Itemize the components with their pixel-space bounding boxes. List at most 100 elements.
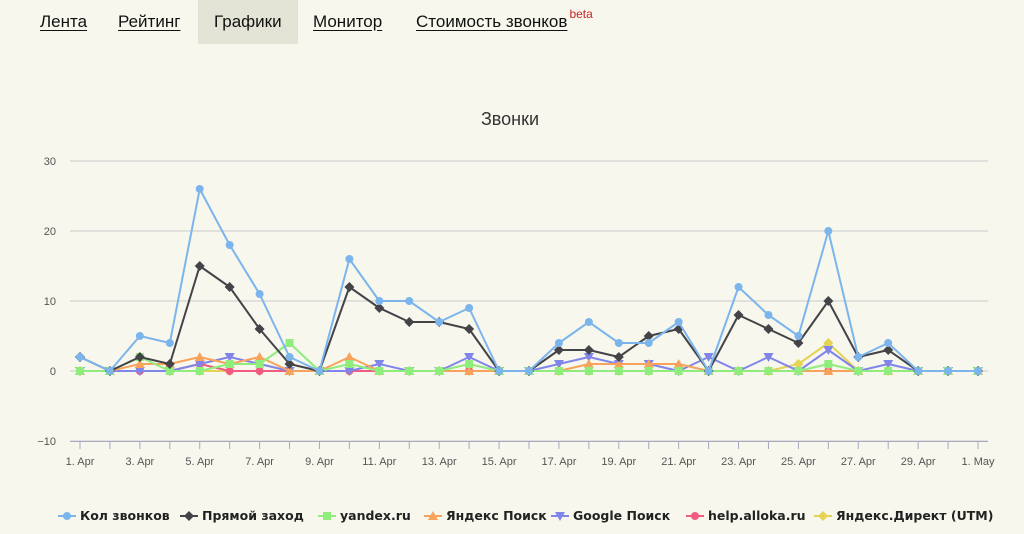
legend-item[interactable]: Яндекс Поиск xyxy=(424,499,547,533)
data-point xyxy=(404,317,415,327)
x-tick-label: 13. Apr xyxy=(422,456,457,468)
data-point xyxy=(344,282,355,292)
data-point xyxy=(613,359,624,368)
legend-symbol-icon xyxy=(58,512,76,520)
data-point xyxy=(674,367,683,375)
data-point xyxy=(794,367,803,375)
tab-monitor[interactable]: Монитор xyxy=(313,0,382,44)
data-point xyxy=(224,282,235,292)
data-point xyxy=(405,297,414,305)
data-point xyxy=(764,311,773,319)
beta-badge: beta xyxy=(569,7,593,21)
x-tick-label: 21. Apr xyxy=(661,456,696,468)
data-point xyxy=(465,304,474,312)
x-tick-label: 3. Apr xyxy=(125,456,154,468)
legend: Кол звонков Прямой заход yandex.ru Яндекс П… xyxy=(0,499,1024,533)
data-point xyxy=(884,339,893,347)
y-tick-label: 20 xyxy=(44,226,56,238)
data-point xyxy=(435,318,444,326)
data-point xyxy=(134,367,145,376)
chart-title: Звонки xyxy=(481,109,539,129)
data-point xyxy=(553,360,564,369)
data-point xyxy=(583,359,594,368)
legend-item[interactable]: Прямой заход xyxy=(180,499,304,533)
data-point xyxy=(63,512,71,520)
data-point xyxy=(823,346,834,355)
data-point xyxy=(465,360,474,368)
legend-label: Яндекс.Директ (UTM) xyxy=(836,508,994,523)
x-tick-label: 29. Apr xyxy=(901,456,936,468)
data-point xyxy=(374,303,385,313)
legend-label: Кол звонков xyxy=(80,508,170,523)
legend-item[interactable]: yandex.ru xyxy=(318,499,411,533)
data-point xyxy=(315,367,324,375)
data-point xyxy=(194,352,205,361)
tab-label: Лента xyxy=(40,12,88,31)
legend-item[interactable]: Google Поиск xyxy=(551,499,670,533)
data-point xyxy=(644,339,653,347)
data-point xyxy=(134,352,145,362)
data-point xyxy=(464,353,475,362)
data-point xyxy=(823,338,834,348)
data-point xyxy=(285,353,294,361)
y-tick-label: 0 xyxy=(50,366,56,378)
data-point xyxy=(525,367,533,375)
tab-call-cost[interactable]: Стоимость звонков beta xyxy=(416,0,593,44)
data-point xyxy=(883,345,894,355)
data-point xyxy=(194,360,205,369)
data-point xyxy=(435,367,444,375)
data-point xyxy=(225,241,234,249)
legend-symbol-icon xyxy=(318,512,336,520)
legend-symbol-icon xyxy=(686,512,704,520)
data-point xyxy=(818,511,828,521)
data-point xyxy=(854,353,863,361)
data-point xyxy=(464,366,475,375)
tab-label: Графики xyxy=(214,12,282,31)
data-point xyxy=(584,318,593,326)
data-point xyxy=(225,367,234,375)
data-point xyxy=(405,367,414,375)
data-point xyxy=(763,353,774,362)
data-point xyxy=(76,353,84,361)
data-point xyxy=(344,352,355,361)
series-group xyxy=(75,185,983,376)
data-point xyxy=(854,367,863,375)
legend-item[interactable]: Кол звонков xyxy=(58,499,170,533)
legend-symbol-icon xyxy=(551,512,569,521)
data-point xyxy=(763,324,774,334)
data-point xyxy=(194,261,205,271)
data-point xyxy=(734,367,743,375)
data-point xyxy=(134,359,145,368)
data-point xyxy=(734,283,743,291)
data-point xyxy=(255,360,264,368)
data-point xyxy=(165,339,174,347)
tab-label: Рейтинг xyxy=(118,12,181,31)
legend-item[interactable]: help.alloka.ru xyxy=(686,499,806,533)
x-axis: 1. Apr 3. Apr 5. Apr 7. Apr 9. Apr 11. Apr 13.… xyxy=(66,441,995,468)
tab-lenta[interactable]: Лента xyxy=(40,0,87,44)
calls-line-chart: Звонки −10 0 10 20 30 1. Apr 3. Apr 5. Apr 7. A… xyxy=(37,109,995,468)
x-tick-label: 15. Apr xyxy=(482,456,517,468)
data-point xyxy=(584,367,593,375)
y-tick-label: −10 xyxy=(37,436,56,448)
data-point xyxy=(428,511,438,520)
x-tick-label: 1. Apr xyxy=(66,456,95,468)
tab-rating[interactable]: Рейтинг xyxy=(118,0,180,44)
data-point xyxy=(914,367,923,375)
data-point xyxy=(644,367,653,375)
data-point xyxy=(883,360,894,369)
data-point xyxy=(375,297,384,305)
data-point xyxy=(823,296,834,306)
data-point xyxy=(105,367,114,375)
data-point xyxy=(944,367,953,375)
tab-label: Монитор xyxy=(313,12,383,31)
data-point xyxy=(495,367,504,375)
x-tick-label: 11. Apr xyxy=(362,456,396,468)
x-tick-label: 5. Apr xyxy=(185,456,214,468)
data-point xyxy=(464,324,475,334)
y-tick-label: 10 xyxy=(44,296,56,308)
data-point xyxy=(344,367,355,376)
tab-charts[interactable]: Графики xyxy=(198,0,298,44)
data-point xyxy=(794,332,803,340)
legend-item[interactable]: Яндекс.Директ (UTM) xyxy=(814,499,993,533)
